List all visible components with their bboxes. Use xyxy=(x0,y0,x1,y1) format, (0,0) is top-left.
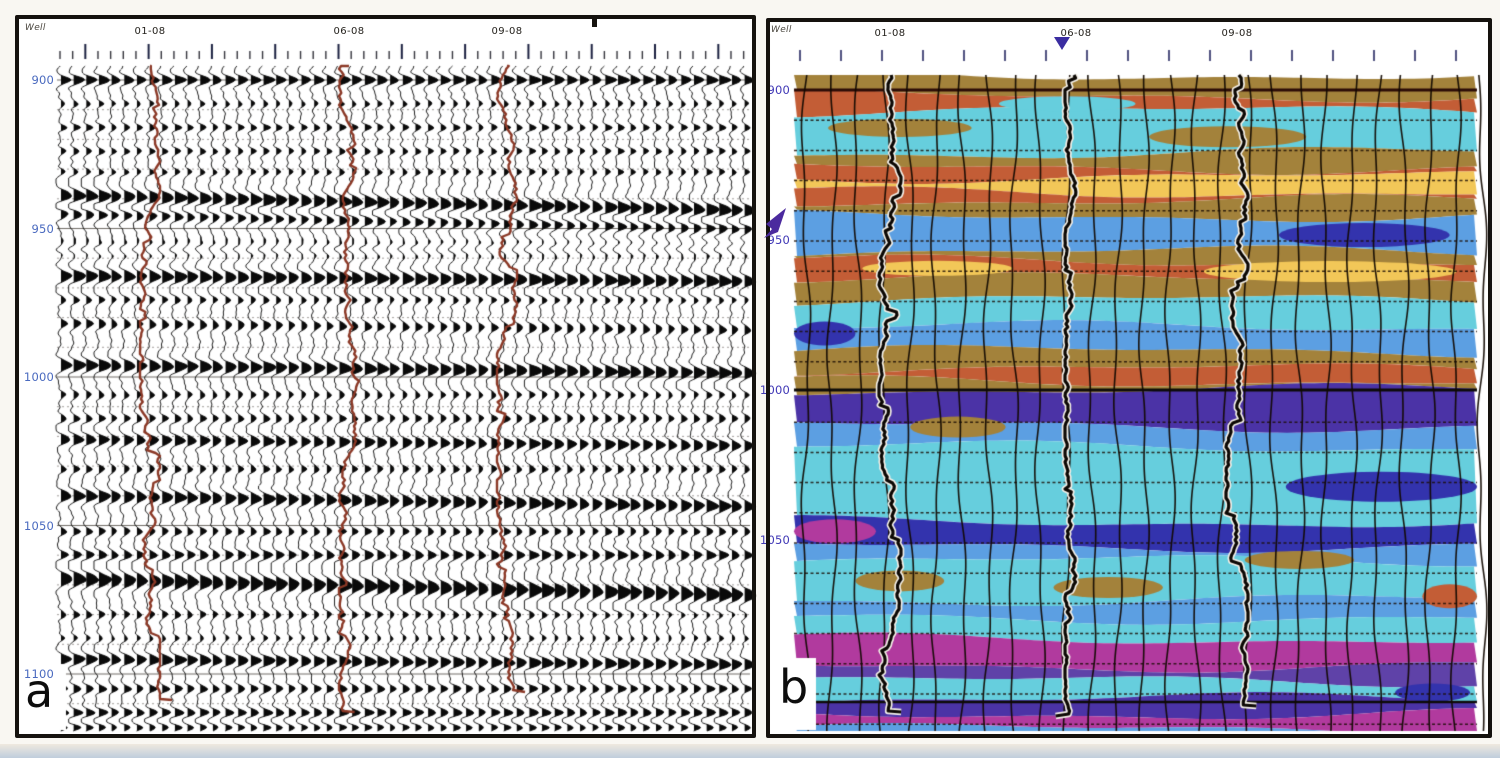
depth-pointer-arrow-icon xyxy=(764,208,786,238)
frame-tick-mark xyxy=(592,15,597,27)
panel-b-label: b xyxy=(779,660,809,714)
panel-a-well-header: Well xyxy=(25,23,46,33)
panel-b-well-header: Well xyxy=(771,25,792,35)
well-position-marker-icon xyxy=(1054,37,1070,50)
panel-a-label: a xyxy=(25,664,54,718)
